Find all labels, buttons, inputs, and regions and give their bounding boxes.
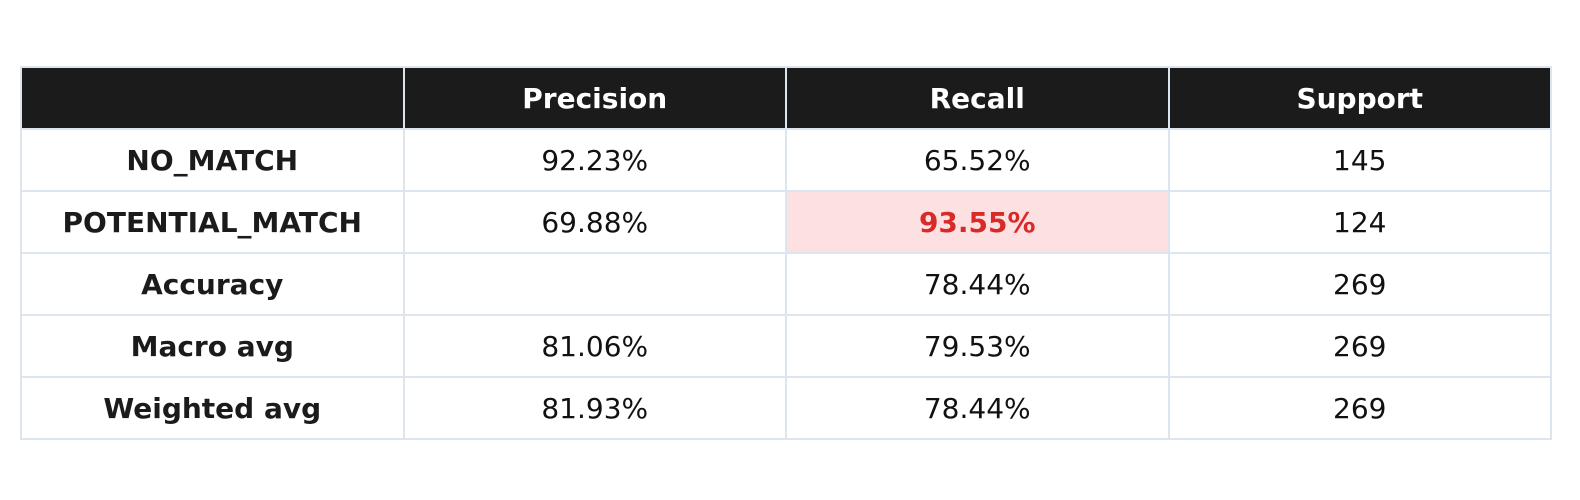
header-corner-cell	[20, 66, 405, 130]
recall-cell: 65.52%	[785, 128, 1170, 192]
table-row: NO_MATCH 92.23% 65.52% 145	[20, 128, 1552, 192]
row-label: NO_MATCH	[20, 128, 405, 192]
header-recall: Recall	[785, 66, 1170, 130]
precision-cell: 81.93%	[402, 376, 787, 440]
support-cell: 269	[1167, 252, 1552, 316]
support-cell: 145	[1167, 128, 1552, 192]
recall-cell: 79.53%	[785, 314, 1170, 378]
recall-cell: 78.44%	[785, 252, 1170, 316]
support-cell: 269	[1167, 314, 1552, 378]
row-label: Weighted avg	[20, 376, 405, 440]
classification-report-table: Precision Recall Support NO_MATCH 92.23%…	[20, 66, 1552, 440]
header-precision: Precision	[402, 66, 787, 130]
precision-cell: 81.06%	[402, 314, 787, 378]
recall-cell: 78.44%	[785, 376, 1170, 440]
row-label: POTENTIAL_MATCH	[20, 190, 405, 254]
table-row: Macro avg 81.06% 79.53% 269	[20, 314, 1552, 378]
table-row: Weighted avg 81.93% 78.44% 269	[20, 376, 1552, 440]
table-row: POTENTIAL_MATCH 69.88% 93.55% 124	[20, 190, 1552, 254]
precision-cell: 69.88%	[402, 190, 787, 254]
table-body: NO_MATCH 92.23% 65.52% 145 POTENTIAL_MAT…	[20, 128, 1552, 440]
support-cell: 124	[1167, 190, 1552, 254]
header-row: Precision Recall Support	[20, 66, 1552, 130]
recall-cell-highlighted: 93.55%	[785, 190, 1170, 254]
row-label: Macro avg	[20, 314, 405, 378]
row-label: Accuracy	[20, 252, 405, 316]
table-row: Accuracy 78.44% 269	[20, 252, 1552, 316]
header-support: Support	[1167, 66, 1552, 130]
table-header: Precision Recall Support	[20, 66, 1552, 130]
precision-cell: 92.23%	[402, 128, 787, 192]
precision-cell	[402, 252, 787, 316]
support-cell: 269	[1167, 376, 1552, 440]
